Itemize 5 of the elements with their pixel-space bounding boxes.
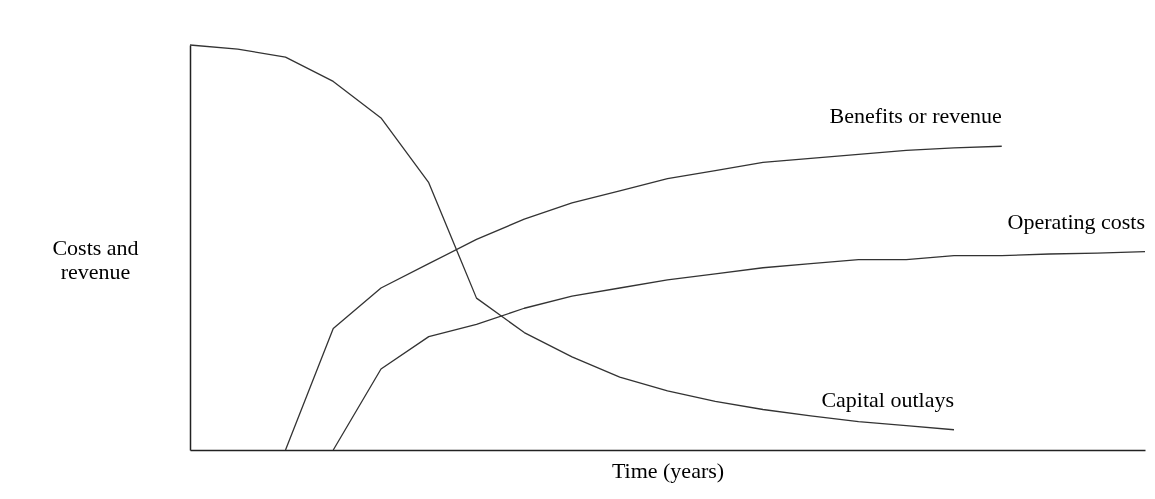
y-axis-title: Costs and revenue (52, 235, 139, 284)
x-axis-title: Time (years) (611, 457, 725, 483)
series-label: Capital outlays (821, 386, 954, 412)
series-label: Operating costs (1007, 208, 1145, 234)
series-label: Benefits or revenue (829, 103, 1002, 129)
